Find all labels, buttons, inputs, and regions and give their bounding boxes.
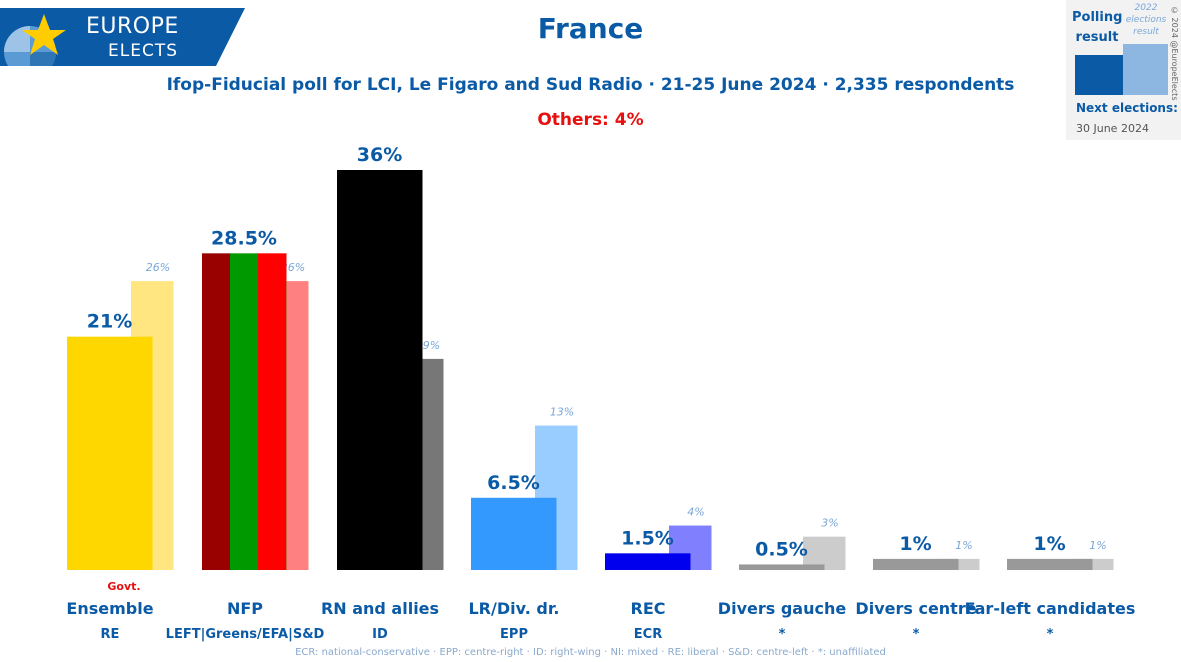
group-label-7: * bbox=[1047, 627, 1054, 642]
chart-title: France bbox=[537, 12, 644, 45]
legend-polling-label: Polling result bbox=[1072, 10, 1123, 45]
group-label-3: EPP bbox=[500, 627, 528, 642]
category-label-4: REC bbox=[631, 599, 666, 618]
next-elections-label: Next elections: bbox=[1076, 101, 1178, 115]
category-label-5: Divers gauche bbox=[718, 599, 847, 618]
govt-badge-0: Govt. bbox=[107, 580, 140, 593]
poll-bar-1-stripe-0 bbox=[202, 253, 231, 571]
group-label-2: ID bbox=[372, 627, 388, 642]
previous-value-label-7: 1% bbox=[1089, 539, 1106, 552]
previous-value-label-4: 4% bbox=[687, 506, 704, 519]
category-label-3: LR/Div. dr. bbox=[468, 599, 559, 618]
category-label-0: Ensemble bbox=[66, 599, 153, 618]
poll-bar-4 bbox=[605, 553, 691, 570]
legend-previous-swatch bbox=[1123, 44, 1168, 95]
poll-value-label-0: 21% bbox=[87, 311, 132, 333]
chart-subtitle: Ifop-Fiducial poll for LCI, Le Figaro an… bbox=[166, 75, 1015, 95]
previous-value-label-1: 26% bbox=[281, 261, 305, 274]
poll-value-label-6: 1% bbox=[899, 533, 931, 555]
legend-previous-label: 2022 elections result bbox=[1125, 3, 1167, 37]
category-label-7: Far-left candidates bbox=[965, 599, 1136, 618]
poll-bar-1-stripe-2 bbox=[258, 253, 287, 571]
previous-value-label-5: 3% bbox=[821, 517, 838, 530]
poll-value-label-4: 1.5% bbox=[621, 527, 674, 549]
category-label-6: Divers centre bbox=[855, 599, 976, 618]
poll-bar-0 bbox=[67, 336, 153, 570]
brand-line-elects: ELECTS bbox=[108, 41, 178, 61]
poll-value-label-5: 0.5% bbox=[755, 538, 808, 560]
brand-line-europe: EUROPE bbox=[86, 14, 179, 39]
copyright-notice: © 2024 @EuropeElects bbox=[1170, 6, 1179, 101]
poll-bar-7 bbox=[1007, 558, 1093, 570]
group-footnote: ECR: national-conservative · EPP: centre… bbox=[295, 647, 886, 658]
poll-value-label-3: 6.5% bbox=[487, 472, 540, 494]
poll-bar-3 bbox=[471, 497, 557, 570]
poll-value-label-2: 36% bbox=[357, 144, 402, 166]
poll-bar-6 bbox=[873, 558, 959, 570]
group-label-0: RE bbox=[101, 627, 120, 642]
others-note: Others: 4% bbox=[537, 110, 644, 130]
poll-bar-2 bbox=[337, 170, 423, 570]
next-elections-date: 30 June 2024 bbox=[1076, 122, 1149, 135]
group-label-6: * bbox=[913, 627, 920, 642]
group-label-1: LEFT|Greens/EFA|S&D bbox=[166, 627, 325, 642]
europe-elects-logo bbox=[0, 8, 245, 66]
previous-value-label-6: 1% bbox=[955, 539, 972, 552]
poll-bar-1-stripe-1 bbox=[230, 253, 259, 571]
group-label-4: ECR bbox=[634, 627, 662, 642]
poll-value-label-1: 28.5% bbox=[211, 227, 277, 249]
previous-bar-1-stripe-1 bbox=[287, 281, 309, 570]
previous-value-label-3: 13% bbox=[550, 406, 574, 419]
group-label-5: * bbox=[779, 627, 786, 642]
poll-bar-5 bbox=[739, 564, 825, 570]
category-label-1: NFP bbox=[227, 599, 263, 618]
legend-polling-swatch bbox=[1075, 55, 1123, 95]
previous-value-label-0: 26% bbox=[146, 261, 170, 274]
category-label-2: RN and allies bbox=[321, 599, 439, 618]
poll-value-label-7: 1% bbox=[1033, 533, 1065, 555]
